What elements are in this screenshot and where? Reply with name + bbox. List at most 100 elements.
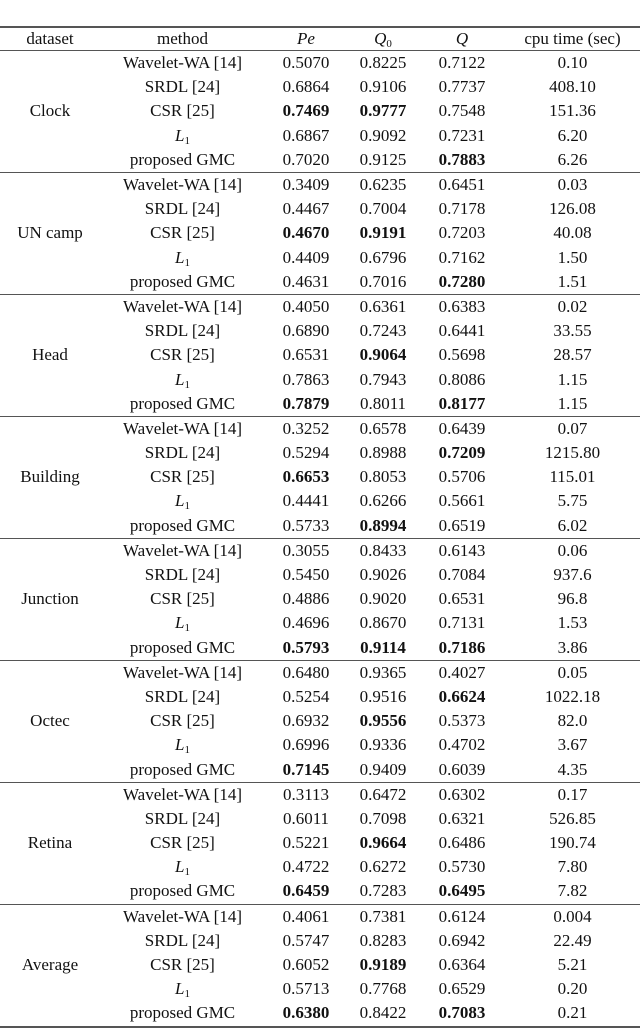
cpu-cell: 1.15 (557, 369, 588, 389)
pe-cell: 0.3055 (282, 540, 330, 560)
cpu-cell: 96.8 (557, 589, 588, 609)
pe-cell: 0.4061 (282, 906, 330, 926)
table-row: L1 0.6867 0.9092 0.7231 6.20 (0, 124, 640, 148)
cpu-cell: 1215.80 (544, 443, 601, 463)
method-cell: SRDL [24] (144, 321, 221, 341)
q-cell: 0.7162 (438, 247, 486, 267)
dataset-cell: Head (32, 345, 68, 365)
pe-cell: 0.6011 (282, 808, 330, 828)
table-row: CSR [25] 0.4886 0.9020 0.6531 96.8 (0, 587, 640, 611)
cpu-cell: 6.26 (557, 149, 588, 169)
q0-cell: 0.9516 (359, 686, 407, 706)
method-subscript: 1 (184, 378, 190, 391)
pe-cell: 0.6459 (282, 881, 330, 901)
cpu-cell: 82.0 (557, 711, 588, 731)
q-cell: 0.7084 (438, 565, 486, 585)
q-cell: 0.8177 (438, 393, 486, 413)
q-cell: 0.6451 (438, 175, 486, 195)
pe-cell: 0.6864 (282, 77, 330, 97)
table-row: Junction Wavelet-WA [14] 0.3055 0.8433 0.614… (0, 538, 640, 608)
table-row: UN camp Wavelet-WA [14] 0.3409 0.6235 0.6451… (0, 172, 640, 242)
q-cell: 0.5698 (438, 345, 486, 365)
cpu-cell: 0.07 (557, 418, 588, 438)
dataset-cell: Retina (27, 833, 73, 853)
pe-cell: 0.5793 (282, 637, 330, 657)
q0-cell: 0.9020 (359, 589, 407, 609)
method-cell: CSR [25] (150, 589, 215, 609)
q-cell: 0.6531 (438, 589, 486, 609)
cpu-cell: 0.06 (557, 540, 588, 560)
results-table: dataset method Pe Q0 Q cpu time (sec) Cl… (0, 26, 640, 1028)
method-cell: L1 (100, 489, 265, 513)
table-row: SRDL [24] 0.6011 0.7098 0.6321 526.85 (0, 807, 640, 831)
header-dataset: dataset (26, 29, 74, 48)
cpu-cell: 0.05 (557, 662, 588, 682)
method-name: L (175, 979, 185, 999)
q0-cell: 0.7283 (359, 881, 407, 901)
method-cell: CSR [25] (150, 711, 215, 731)
pe-cell: 0.7469 (282, 101, 330, 121)
pe-cell: 0.3252 (282, 418, 330, 438)
q-cell: 0.7548 (438, 101, 486, 121)
cpu-cell: 0.03 (557, 175, 588, 195)
table-row: SRDL [24] 0.5254 0.9516 0.6624 1022.18 (0, 685, 640, 709)
header-q-text: Q (455, 29, 469, 48)
cpu-cell: 7.80 (557, 857, 588, 877)
table-row: CSR [25] 0.6932 0.9556 0.5373 82.0 (0, 709, 640, 733)
method-cell: proposed GMC (129, 881, 236, 901)
q-cell: 0.6529 (438, 979, 486, 999)
dataset-cell: Clock (29, 101, 71, 121)
table-row: Building Wavelet-WA [14] 0.3252 0.6578 0.643… (0, 416, 640, 486)
pe-cell: 0.4441 (282, 491, 330, 511)
method-subscript: 1 (184, 988, 190, 1001)
q0-cell: 0.9191 (359, 223, 407, 243)
table-row: proposed GMC 0.5733 0.8994 0.6519 6.02 (0, 514, 640, 539)
cpu-cell: 22.49 (553, 930, 592, 950)
q-cell: 0.6486 (438, 833, 486, 853)
table-row: CSR [25] 0.7469 0.9777 0.7548 151.36 (0, 99, 640, 123)
q-cell: 0.6143 (438, 540, 486, 560)
q0-cell: 0.8225 (359, 53, 407, 73)
method-cell: L1 (100, 246, 265, 270)
method-cell: Wavelet-WA [14] (123, 53, 242, 73)
table-row: SRDL [24] 0.5294 0.8988 0.7209 1215.80 (0, 441, 640, 465)
table-row: proposed GMC 0.7020 0.9125 0.7883 6.26 (0, 148, 640, 173)
header-cpu-time: cpu time (sec) (524, 29, 621, 48)
table-row: L1 0.4722 0.6272 0.5730 7.80 (0, 855, 640, 879)
pe-cell: 0.6380 (282, 1003, 330, 1023)
method-name: L (175, 613, 185, 633)
q-cell: 0.7737 (438, 77, 486, 97)
table-row: L1 0.6996 0.9336 0.4702 3.67 (0, 733, 640, 757)
q0-cell: 0.8670 (359, 613, 407, 633)
table-row: SRDL [24] 0.6890 0.7243 0.6441 33.55 (0, 319, 640, 343)
q-cell: 0.6439 (438, 418, 486, 438)
q0-cell: 0.8994 (359, 515, 407, 535)
q-cell: 0.6321 (438, 808, 486, 828)
table-row: proposed GMC 0.7145 0.9409 0.6039 4.35 (0, 757, 640, 782)
method-cell: CSR [25] (150, 223, 215, 243)
q-cell: 0.7122 (438, 53, 486, 73)
method-cell: proposed GMC (129, 759, 236, 779)
q0-cell: 0.8988 (359, 443, 407, 463)
method-name: L (175, 247, 185, 267)
method-cell: L1 (100, 977, 265, 1001)
q0-cell: 0.9092 (359, 125, 407, 145)
pe-cell: 0.5294 (282, 443, 330, 463)
q0-cell: 0.7943 (359, 369, 407, 389)
pe-cell: 0.4670 (282, 223, 330, 243)
cpu-cell: 3.67 (557, 735, 588, 755)
q0-cell: 0.9777 (359, 101, 407, 121)
pe-cell: 0.5450 (282, 565, 330, 585)
table-row: SRDL [24] 0.4467 0.7004 0.7178 126.08 (0, 197, 640, 221)
cpu-cell: 0.004 (553, 906, 592, 926)
header-method: method (157, 29, 208, 48)
pe-cell: 0.4696 (282, 613, 330, 633)
method-cell: CSR [25] (150, 345, 215, 365)
method-subscript: 1 (184, 622, 190, 635)
q-cell: 0.5661 (438, 491, 486, 511)
q0-cell: 0.8011 (359, 393, 407, 413)
q0-cell: 0.9409 (359, 759, 407, 779)
cpu-cell: 33.55 (553, 321, 592, 341)
cpu-cell: 28.57 (553, 345, 592, 365)
table-row: SRDL [24] 0.5450 0.9026 0.7084 937.6 (0, 563, 640, 587)
